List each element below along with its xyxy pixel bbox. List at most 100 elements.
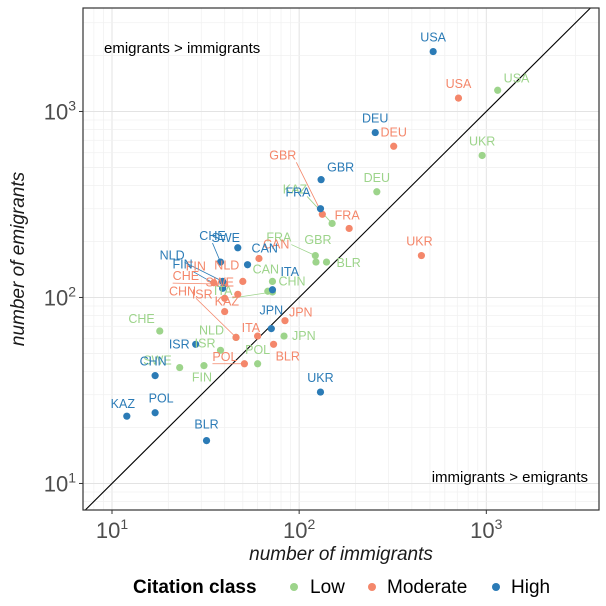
- point-low-blr: [322, 258, 331, 266]
- point-low-fin: [200, 362, 208, 370]
- x-axis-ticks: 101 102 103: [96, 510, 503, 543]
- point-high-swe: [234, 244, 242, 252]
- point-label-high-isr: ISR: [169, 337, 190, 351]
- legend-label-moderate: Moderate: [387, 577, 467, 598]
- point-low-chn: [268, 277, 277, 286]
- x-tick-label: 101: [96, 516, 128, 543]
- point-label-high-fra: FRA: [285, 186, 311, 200]
- point-low-isr: [216, 346, 225, 354]
- point-high-pol: [151, 409, 159, 417]
- point-high-nld: [219, 277, 227, 286]
- point-moderate-blr: [269, 340, 278, 348]
- point-label-high-pol: POL: [149, 392, 174, 406]
- point-moderate-nld: [239, 277, 247, 286]
- point-label-moderate-chn: CHN: [169, 284, 196, 298]
- legend-label-high: High: [511, 577, 550, 598]
- point-label-high-ukr: UKR: [307, 371, 333, 385]
- point-label-high-fin: FIN: [172, 257, 192, 271]
- point-label-high-kaz: KAZ: [111, 397, 136, 411]
- point-low-gbr: [312, 258, 320, 266]
- region-label-lower: immigrants > emigrants: [432, 469, 588, 486]
- grid-lines: [82, 8, 600, 510]
- identity-line: [84, 7, 591, 511]
- point-low-che: [156, 327, 164, 335]
- point-label-low-deu: DEU: [364, 171, 390, 185]
- point-label-moderate-usa: USA: [446, 77, 472, 91]
- point-high-kaz: [123, 412, 131, 420]
- point-high-gbr: [317, 176, 325, 184]
- point-label-moderate-nld: NLD: [214, 258, 239, 272]
- point-high-can: [243, 261, 252, 269]
- point-label-moderate-ukr: UKR: [406, 235, 432, 249]
- point-label-moderate-deu: DEU: [380, 125, 406, 139]
- point-label-high-swe: SWE: [212, 231, 240, 245]
- point-low-swe: [176, 363, 184, 372]
- point-label-low-isr: ISR: [195, 336, 216, 350]
- point-moderate-pol: [240, 360, 249, 368]
- connector-high-nld: [184, 262, 223, 282]
- point-label-moderate-can: CAN: [263, 237, 289, 251]
- point-high-usa: [429, 47, 437, 56]
- point-label-low-usa: USA: [504, 71, 530, 85]
- point-label-low-fra: FRA: [266, 231, 292, 245]
- point-label-high-deu: DEU: [362, 112, 388, 126]
- point-label-high-nld: NLD: [160, 248, 185, 262]
- connector-moderate-chn: [195, 298, 237, 338]
- point-high-blr: [202, 437, 211, 445]
- point-label-moderate-gbr: GBR: [269, 148, 296, 162]
- y-tick-label: 101: [44, 469, 76, 496]
- connector-high-fin: [192, 270, 223, 289]
- point-moderate-can: [255, 254, 263, 263]
- point-low-pol: [254, 360, 262, 368]
- point-moderate-usa: [454, 94, 463, 102]
- point-label-moderate-swe: SWE: [206, 275, 234, 289]
- diagonal-line: [84, 7, 591, 511]
- point-moderate-kaz: [221, 307, 229, 316]
- point-moderate-chn: [232, 333, 240, 341]
- point-moderate-ita: [254, 332, 262, 340]
- point-low-jpn: [280, 332, 288, 340]
- point-low-kaz: [328, 219, 336, 228]
- x-axis-title: number of immigrants: [249, 544, 433, 565]
- legend-swatch-moderate: [368, 583, 376, 591]
- point-moderate-ukr: [417, 251, 426, 260]
- legend-swatch-low: [290, 583, 298, 591]
- point-moderate-gbr: [318, 210, 326, 218]
- point-label-low-chn: CHN: [278, 274, 305, 288]
- point-label-moderate-blr: BLR: [276, 349, 300, 363]
- point-label-moderate-fra: FRA: [335, 208, 361, 222]
- plot-border: [82, 7, 600, 511]
- y-axis-ticks: 101 102 103: [44, 97, 83, 496]
- connector-low-fra: [291, 244, 316, 256]
- point-moderate-isr: [221, 294, 229, 302]
- point-high-ukr: [316, 388, 325, 396]
- legend-swatch-high: [492, 583, 500, 591]
- point-label-high-usa: USA: [420, 31, 446, 45]
- point-label-moderate-ita: ITA: [242, 321, 261, 335]
- point-label-moderate-isr: ISR: [192, 287, 213, 301]
- point-moderate-fin: [210, 279, 218, 287]
- point-label-moderate-jpn: JPN: [289, 306, 313, 320]
- point-low-fra: [311, 251, 319, 260]
- point-label-high-che: CHE: [199, 229, 225, 243]
- point-label-low-blr: BLR: [337, 256, 361, 270]
- point-high-chn: [151, 372, 159, 380]
- point-label-high-chn: CHN: [140, 355, 167, 369]
- legend: Citation class Low Moderate High: [133, 577, 550, 598]
- point-label-moderate-che: CHE: [173, 269, 199, 283]
- point-label-low-kaz: KAZ: [283, 182, 308, 196]
- point-label-low-che: CHE: [128, 312, 154, 326]
- point-moderate-jpn: [281, 317, 289, 325]
- point-label-high-can: CAN: [252, 242, 278, 256]
- legend-label-low: Low: [310, 577, 345, 598]
- point-high-ita: [268, 286, 277, 294]
- point-label-moderate-pol: POL: [212, 350, 237, 364]
- point-label-high-ita: ITA: [280, 265, 299, 279]
- point-high-isr: [192, 340, 200, 348]
- data-points: [123, 47, 502, 445]
- point-label-low-ita: ITA: [214, 284, 233, 298]
- point-high-deu: [371, 128, 379, 137]
